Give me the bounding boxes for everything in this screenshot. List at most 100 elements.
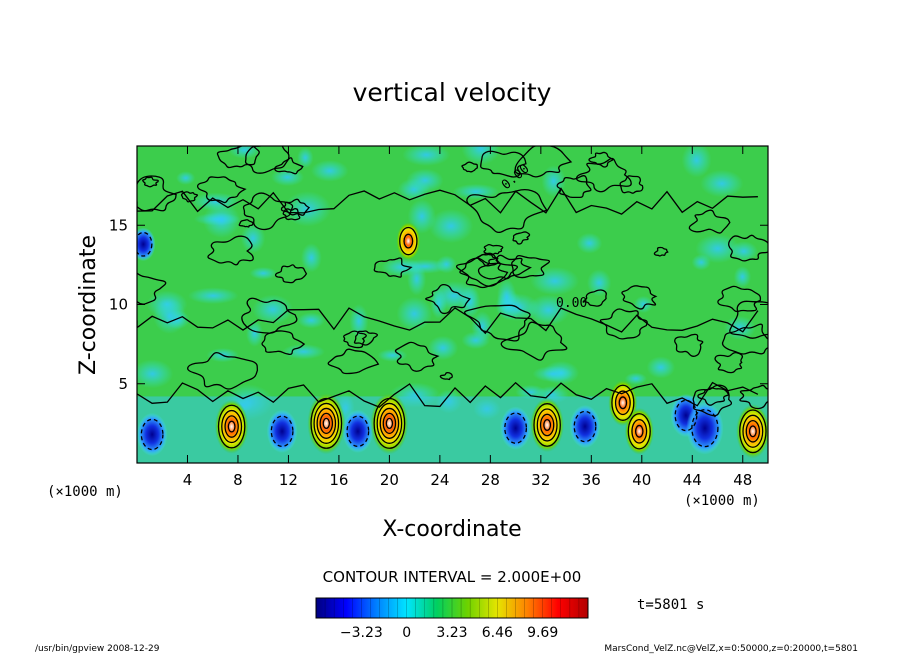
zero-contour [721,323,768,355]
zero-contour [142,176,159,188]
updraft-core [530,397,564,453]
zero-contour [588,151,615,168]
positive-contour [322,417,331,430]
positive-contour [224,415,239,438]
zero-contour [459,257,509,287]
field-patch [249,267,277,280]
x-tick-label: 48 [733,471,752,489]
x-tick-label: 8 [233,471,243,489]
zero-contour [216,146,260,169]
negative-contour [691,408,719,448]
positive-contour [403,233,414,249]
zero-contour [500,321,568,361]
colorbar: −3.23 0 3.23 6.46 9.69 [315,597,589,641]
zero-contour [483,243,504,256]
zero-contour [196,176,247,204]
zero-contour [137,187,758,215]
zero-contour [697,387,730,406]
positive-contour [536,408,558,442]
zero-contour [241,297,298,334]
zero-contour [717,285,762,313]
updraft-core [307,392,346,455]
x-tick-label: 16 [329,471,348,489]
positive-contour [313,402,340,444]
zero-contour [619,175,644,194]
field-patch [202,202,241,238]
field-patch [681,146,712,178]
positive-contour [745,420,761,443]
positive-contour [316,407,337,439]
field-patch [624,372,647,385]
positive-contour [221,409,243,444]
field-patch [700,169,744,198]
negative-contour [573,410,597,443]
zero-contour [187,351,259,390]
field-patch [349,304,369,339]
field-patch [406,168,444,193]
field-patch [587,269,612,297]
x-tick-label: 4 [183,471,193,489]
field-patch [427,335,459,361]
negative-contour [346,415,370,448]
x-tick-label: 28 [481,471,500,489]
y-tick-label: 5 [118,375,128,393]
positive-contour [614,390,631,416]
x-tick-label: 12 [279,471,298,489]
zero-contour [456,252,518,289]
x-tick-label: 32 [531,471,550,489]
zero-contour [137,307,759,335]
chart-title: vertical velocity [353,78,552,107]
zero-contour [514,146,573,178]
field-patch [400,259,450,274]
zero-contour [425,284,471,315]
zero-contour [674,333,704,357]
field-patch [461,146,501,165]
x-axis-label: X-coordinate [382,517,521,542]
zero-contour [327,348,380,375]
downdraft-core [137,227,156,262]
field-patch [246,320,264,347]
field-patch [187,287,239,305]
colorbar-tick-label: 6.46 [482,625,513,641]
updraft-core [214,399,249,454]
field-patch [228,146,261,159]
x-tick-label: 40 [632,471,651,489]
field-patch [377,348,408,362]
positive-contour [748,425,757,438]
y-tick-label: 15 [109,216,128,234]
field-patch [396,296,433,331]
positive-contour [627,413,651,450]
x-unit-label-right: (×1000 m) [684,493,760,509]
field-patch [297,312,326,329]
field-patch [310,160,349,182]
colorbar-tick-label: −3.23 [340,625,383,641]
field-patch [452,183,500,200]
colorbar-tick-label: 0 [402,625,411,641]
time-label: t=5801 s [637,597,704,613]
zero-contour [353,330,379,346]
field-patch [541,165,566,198]
x-tick-label: 24 [430,471,449,489]
zero-contour [137,272,167,305]
zero-contour [137,175,177,212]
field-patch [282,344,325,360]
positive-contour [539,413,555,437]
zero-contour [511,254,551,279]
zero-contour [261,330,306,356]
zero-contour [207,235,254,266]
positive-contour [227,420,236,433]
negative-contour [270,415,294,448]
field-patch [532,365,573,382]
x-tick-label: 44 [683,471,702,489]
field-patch [497,278,517,315]
positive-contour [382,412,397,434]
zero-contour [282,208,301,221]
zero-contour [480,150,527,178]
field-patch [461,331,490,350]
zero-contour [688,209,731,234]
footer-left: /usr/bin/gpview 2008-12-29 [35,644,160,654]
updraft-core [624,407,654,455]
positive-contour [618,396,628,410]
field-patch [646,356,676,379]
